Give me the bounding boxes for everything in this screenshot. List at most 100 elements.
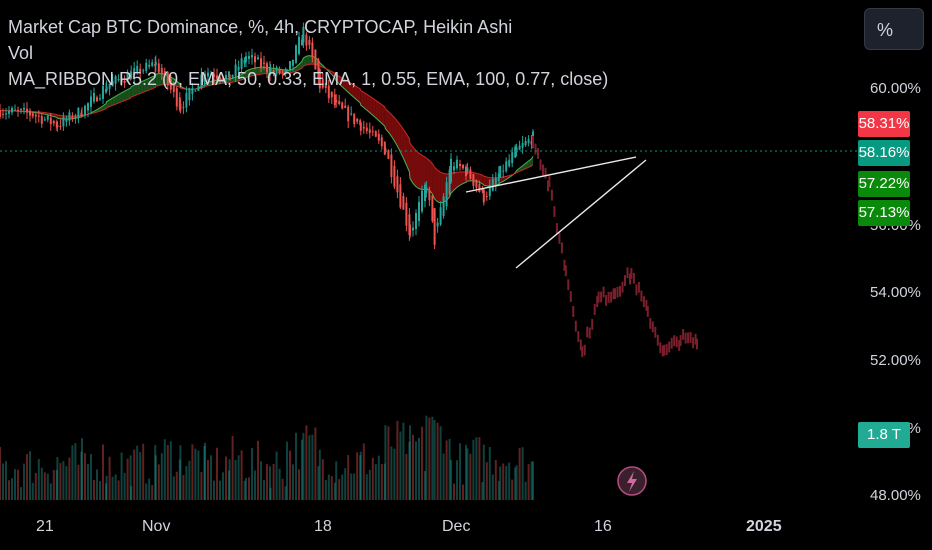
volume-bar bbox=[327, 474, 330, 500]
volume-bar bbox=[204, 442, 206, 500]
candle-body bbox=[497, 173, 500, 182]
candle-body bbox=[130, 71, 133, 79]
volume-bar bbox=[102, 444, 104, 500]
projection-mark bbox=[605, 295, 608, 306]
candle-body bbox=[14, 109, 16, 111]
candle-body bbox=[185, 92, 188, 108]
candle-body bbox=[466, 167, 469, 172]
candle-body bbox=[289, 61, 291, 71]
volume-bar bbox=[356, 452, 359, 500]
volume-bar bbox=[120, 452, 123, 500]
volume-bar bbox=[219, 480, 221, 500]
volume-bar bbox=[139, 452, 142, 500]
candle-body bbox=[81, 114, 83, 116]
candle-body bbox=[84, 105, 86, 116]
volume-bar bbox=[302, 432, 305, 500]
volume-bar bbox=[383, 463, 386, 500]
candle-body bbox=[123, 80, 126, 83]
volume-bar bbox=[117, 480, 120, 500]
volume-bar bbox=[456, 460, 458, 500]
candle-body bbox=[248, 55, 250, 60]
wedge-lower-line[interactable] bbox=[515, 159, 647, 269]
candle-body bbox=[402, 195, 405, 210]
ribbon-segment bbox=[454, 172, 457, 190]
volume-bar bbox=[301, 439, 303, 500]
volume-bar bbox=[481, 482, 484, 500]
volume-bar bbox=[292, 464, 294, 500]
ribbon-segment bbox=[112, 96, 116, 106]
volume-bar bbox=[243, 480, 246, 500]
ribbon-segment bbox=[152, 75, 156, 89]
ribbon-segment bbox=[348, 81, 352, 96]
lightning-icon[interactable] bbox=[617, 466, 647, 496]
volume-bar bbox=[257, 440, 259, 500]
ribbon-segment bbox=[384, 106, 386, 129]
projection-mark bbox=[547, 180, 549, 192]
volume-bar bbox=[350, 473, 353, 500]
volume-bar bbox=[188, 460, 191, 500]
volume-bar bbox=[499, 466, 502, 500]
candle-body bbox=[105, 86, 108, 91]
volume-bar bbox=[68, 457, 71, 500]
volume-bar bbox=[65, 466, 68, 500]
volume-bar bbox=[37, 459, 40, 500]
volume-bar bbox=[166, 444, 169, 500]
candle-body bbox=[210, 73, 212, 75]
projection-mark bbox=[579, 339, 582, 351]
wedge-upper-line[interactable] bbox=[465, 156, 637, 193]
volume-bar bbox=[453, 483, 455, 500]
ribbon-segment bbox=[137, 82, 141, 95]
volume-bar bbox=[347, 455, 350, 500]
ribbon-segment bbox=[127, 88, 131, 100]
candle-body bbox=[148, 64, 151, 67]
volume-bar bbox=[260, 461, 262, 500]
volume-bar bbox=[93, 479, 95, 500]
ribbon-segment bbox=[296, 64, 299, 72]
candle-body bbox=[482, 189, 485, 203]
ribbon-segment bbox=[131, 85, 135, 98]
candle-body bbox=[415, 212, 417, 229]
candle-body bbox=[390, 154, 393, 178]
candle-body bbox=[139, 68, 142, 74]
volume-bar bbox=[341, 474, 344, 500]
volume-bar bbox=[469, 453, 472, 500]
volume-bar bbox=[52, 470, 55, 500]
ribbon-segment bbox=[457, 171, 460, 188]
candle-body bbox=[350, 113, 353, 115]
candle-body bbox=[393, 165, 396, 187]
candle-body bbox=[305, 34, 308, 46]
candle-body bbox=[175, 88, 178, 107]
volume-bar bbox=[154, 455, 157, 500]
ribbon-segment bbox=[479, 174, 483, 184]
volume-bar bbox=[359, 455, 362, 500]
candle-body bbox=[405, 202, 408, 226]
candle-body bbox=[87, 103, 89, 111]
volume-bar bbox=[333, 482, 336, 500]
ribbon-segment bbox=[124, 89, 128, 101]
volume-bar bbox=[228, 470, 230, 500]
ribbon-segment bbox=[249, 68, 252, 77]
volume-bar bbox=[428, 417, 431, 500]
volume-bar bbox=[26, 454, 28, 500]
ribbon-segment bbox=[503, 176, 507, 182]
candle-body bbox=[68, 112, 71, 121]
percent-scale-button[interactable]: % bbox=[864, 8, 924, 50]
candle-body bbox=[295, 45, 297, 63]
ribbon-segment bbox=[400, 125, 404, 159]
candle-body bbox=[26, 108, 28, 113]
candle-body bbox=[216, 75, 218, 79]
volume-bar bbox=[56, 457, 59, 500]
candle-body bbox=[257, 57, 259, 60]
candle-body bbox=[251, 54, 253, 58]
volume-bar bbox=[412, 434, 414, 500]
volume-bar bbox=[298, 469, 300, 500]
y-tick: 48.00% bbox=[870, 487, 921, 504]
volume-bar bbox=[384, 425, 387, 500]
volume-bar bbox=[338, 479, 341, 500]
candle-body bbox=[448, 169, 451, 195]
volume-bar bbox=[130, 486, 133, 500]
candle-body bbox=[219, 77, 221, 80]
candle-body bbox=[527, 139, 530, 144]
volume-bar bbox=[511, 479, 514, 500]
